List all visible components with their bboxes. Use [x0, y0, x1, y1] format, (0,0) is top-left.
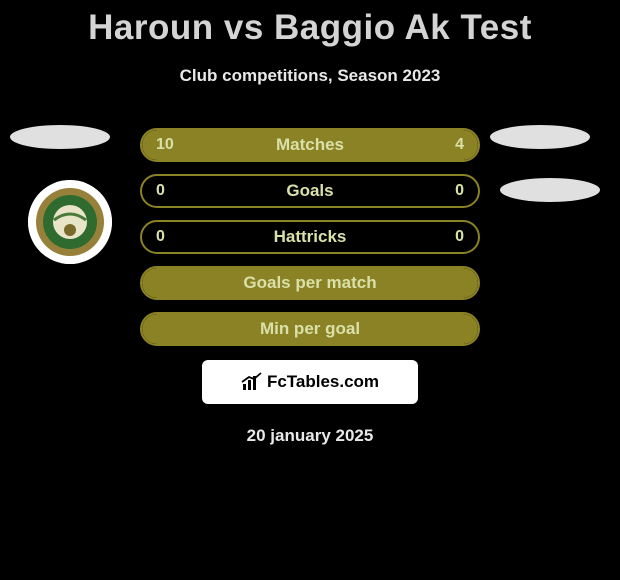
stat-row: 104Matches [140, 128, 480, 162]
crest-icon [28, 180, 112, 264]
stat-label: Goals per match [142, 273, 478, 293]
stat-label: Goals [142, 181, 478, 201]
stat-row: 00Goals [140, 174, 480, 208]
page-title: Haroun vs Baggio Ak Test [0, 0, 620, 48]
chart-icon [241, 372, 263, 392]
brand-badge[interactable]: FcTables.com [202, 360, 418, 404]
page-subtitle: Club competitions, Season 2023 [0, 66, 620, 86]
brand-text: FcTables.com [267, 372, 379, 392]
stats-panel: 104Matches 00Goals 00Hattricks Goals per ma… [140, 128, 480, 346]
left-team-crest [28, 180, 112, 264]
right-avatar-placeholder-1 [490, 125, 590, 149]
stat-row: Min per goal [140, 312, 480, 346]
stat-row: 00Hattricks [140, 220, 480, 254]
left-avatar-placeholder-1 [10, 125, 110, 149]
stat-label: Min per goal [142, 319, 478, 339]
stat-label: Matches [142, 135, 478, 155]
footer-date: 20 january 2025 [0, 426, 620, 446]
stat-label: Hattricks [142, 227, 478, 247]
stat-row: Goals per match [140, 266, 480, 300]
right-avatar-placeholder-2 [500, 178, 600, 202]
